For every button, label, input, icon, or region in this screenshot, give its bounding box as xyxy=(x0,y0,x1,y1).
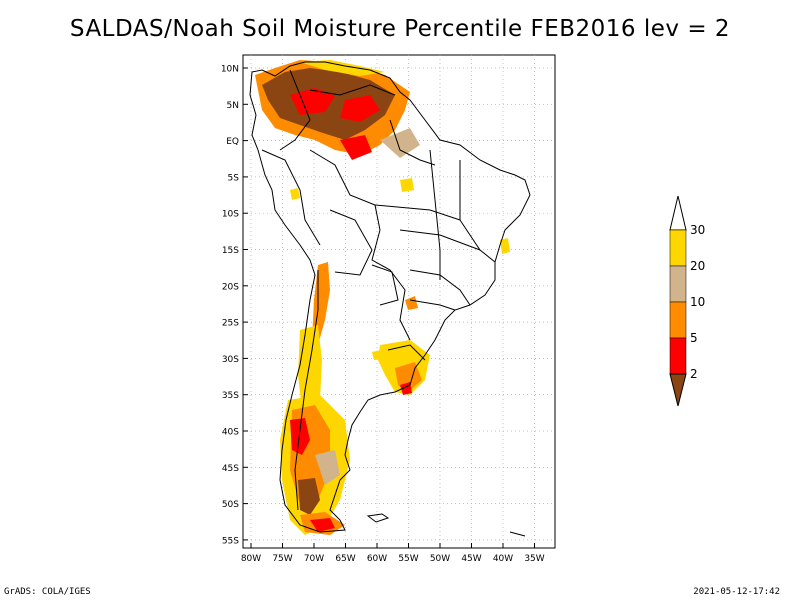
lat-label: 10N xyxy=(221,65,239,75)
lon-label: 55W xyxy=(398,554,418,564)
lon-label: 70W xyxy=(304,554,324,564)
border-colombia xyxy=(279,69,311,151)
shade-east-patch-1 xyxy=(400,178,414,192)
border-brazil-states-2 xyxy=(459,160,496,263)
longitude-labels: 80W 75W 70W 65W 60W 55W 50W 45W 40W 35W xyxy=(241,543,545,564)
south-georgia xyxy=(509,531,526,537)
border-argentina-chile xyxy=(294,270,319,511)
lat-label: 35S xyxy=(222,391,239,401)
colorbar: 2 5 10 20 30 xyxy=(669,195,705,407)
shade-north-red-1 xyxy=(290,88,335,115)
lat-label: 25S xyxy=(222,319,239,329)
lon-label: 40W xyxy=(493,554,513,564)
colorbar-label: 2 xyxy=(690,367,698,381)
lon-label: 80W xyxy=(241,554,261,564)
lon-label: 60W xyxy=(367,554,387,564)
border-bolivia xyxy=(329,209,373,276)
shade-east-patch-2 xyxy=(500,238,510,254)
lat-label: 30S xyxy=(222,355,239,365)
shade-north-yellow xyxy=(300,60,385,76)
border-paraguay xyxy=(371,264,399,306)
border-brazil-west xyxy=(309,149,411,341)
colorbar-arrow-top xyxy=(669,195,687,231)
map-title: SALDAS/Noah Soil Moisture Percentile FEB… xyxy=(69,16,731,42)
border-uruguay xyxy=(387,344,426,361)
shade-patagonia-tan xyxy=(315,450,340,485)
lat-label: 55S xyxy=(222,536,239,546)
colorbar-box xyxy=(669,229,687,267)
colorbar-box xyxy=(669,301,687,339)
lon-label: 65W xyxy=(335,554,355,564)
colorbar-label: 30 xyxy=(690,223,705,237)
lat-label: 5S xyxy=(228,173,240,183)
border-brazil-states-1 xyxy=(429,149,441,280)
border-brazil-states-3 xyxy=(374,204,461,221)
lat-label: 15S xyxy=(222,246,239,256)
colorbar-box xyxy=(669,337,687,375)
border-ecuador-peru xyxy=(261,149,321,246)
shade-east-patch-3 xyxy=(405,296,418,310)
lon-label: 75W xyxy=(272,554,292,564)
border-venezuela xyxy=(309,84,396,96)
shade-north-red-2 xyxy=(340,95,380,122)
latitude-labels: 10N 5N EQ 5S 10S 15S 20S 25S 30S 35S 40S 45S 50S 55S xyxy=(221,65,248,546)
shade-north-tan xyxy=(380,128,420,158)
coastline-borders xyxy=(249,61,531,537)
colorbar-label: 20 xyxy=(690,259,705,273)
shade-interior-2 xyxy=(372,348,392,360)
border-brazil-states-5 xyxy=(409,269,471,306)
border-brazil-states-6 xyxy=(409,299,456,311)
lat-label: EQ xyxy=(226,137,239,147)
shade-interior-1 xyxy=(290,188,300,200)
lat-label: 50S xyxy=(222,500,239,510)
shade-patagonia-dark xyxy=(298,478,320,515)
lat-label: 40S xyxy=(222,428,239,438)
lon-label: 35W xyxy=(524,554,544,564)
falklands xyxy=(366,513,390,523)
colorbar-label: 5 xyxy=(690,331,698,345)
lat-label: 20S xyxy=(222,282,239,292)
shade-andes-north xyxy=(312,262,330,345)
shade-patagonia-red xyxy=(290,418,310,455)
footer-credit: GrADS: COLA/IGES xyxy=(4,587,91,597)
colorbar-label: 10 xyxy=(690,295,705,309)
colorbar-box xyxy=(669,265,687,303)
lat-label: 45S xyxy=(222,464,239,474)
border-brazil-states-4 xyxy=(399,229,481,251)
lon-label: 45W xyxy=(461,554,481,564)
lat-label: 10S xyxy=(222,210,239,220)
shade-south-tip-red xyxy=(310,518,335,532)
percentile-shading xyxy=(255,60,510,535)
lon-label: 50W xyxy=(430,554,450,564)
colorbar-arrow-bottom xyxy=(669,373,687,407)
footer-timestamp: 2021-05-12-17:42 xyxy=(693,587,780,597)
border-brazil-states-7 xyxy=(389,119,436,166)
shade-north-red-3 xyxy=(340,135,372,160)
coastline-south-america xyxy=(249,61,531,533)
lat-label: 5N xyxy=(227,101,239,111)
